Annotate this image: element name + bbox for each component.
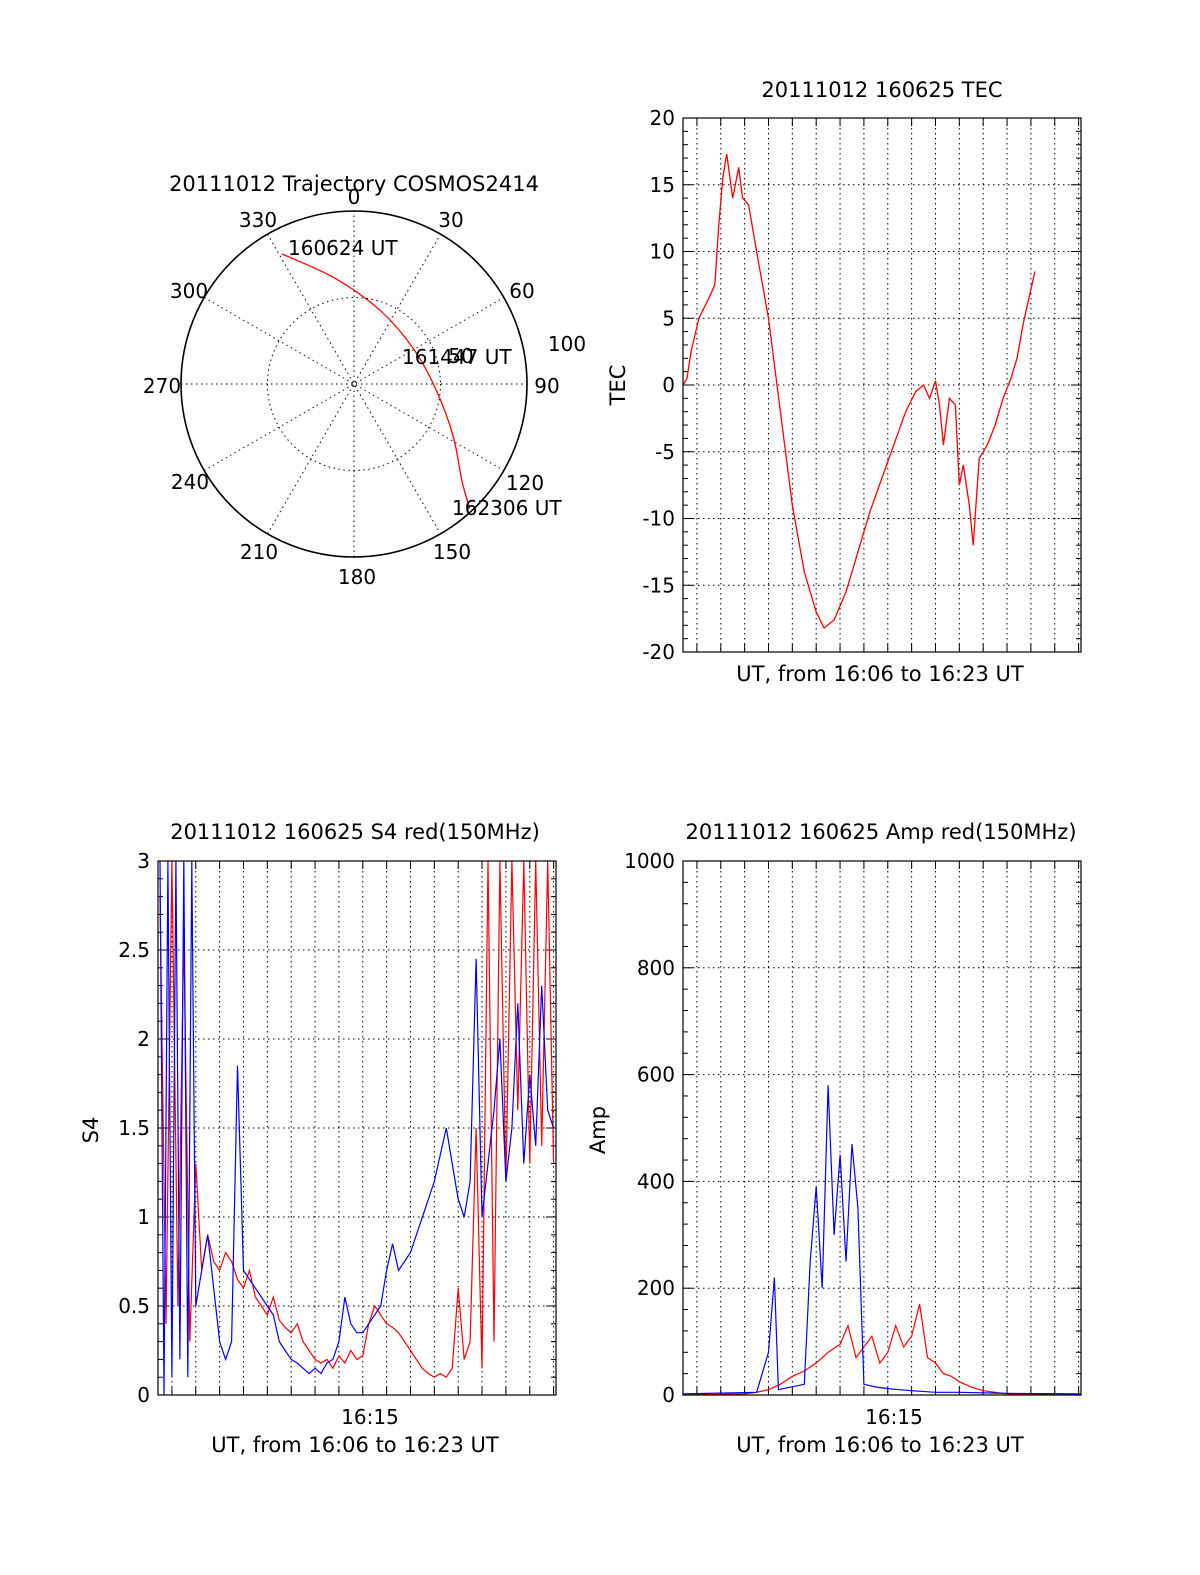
angle-label-330: 330 bbox=[239, 208, 277, 232]
polar-spoke-60 bbox=[203, 297, 505, 471]
tec-y-tick-label: -15 bbox=[642, 573, 675, 597]
tec-plot-frame bbox=[682, 117, 1082, 653]
angle-label-150: 150 bbox=[433, 540, 471, 564]
polar-spoke-120 bbox=[203, 297, 505, 471]
amp-y-tick-labels: 0 200 400 600 800 1000 bbox=[624, 849, 675, 1407]
annotation-mid-time: 161447 UT bbox=[402, 345, 512, 369]
amp-y-tick-label: 1000 bbox=[624, 849, 675, 873]
s4-red-series-line bbox=[159, 860, 555, 1379]
s4-x-tick-label: 16:15 bbox=[341, 1405, 399, 1429]
radius-label-50: 50 bbox=[448, 344, 473, 368]
polar-outer-ring bbox=[180, 210, 528, 558]
radius-label-100: 100 bbox=[548, 332, 586, 356]
amp-plot-frame bbox=[682, 860, 1082, 1396]
amp-x-axis-label: UT, from 16:06 to 16:23 UT bbox=[736, 1433, 1024, 1457]
annotation-start-time: 160624 UT bbox=[288, 236, 398, 260]
amp-y-tick-label: 400 bbox=[637, 1169, 675, 1193]
amp-title: 20111012 160625 Amp red(150MHz) bbox=[685, 820, 1076, 844]
polar-spoke-30 bbox=[267, 233, 441, 535]
angle-label-210: 210 bbox=[240, 540, 278, 564]
tec-y-tick-label: 10 bbox=[650, 240, 675, 264]
tec-series-line bbox=[682, 153, 1036, 630]
trajectory-polar-panel: 20111012 Trajectory COSMOS2414 0 30 60 9… bbox=[143, 172, 586, 589]
tec-title: 20111012 160625 TEC bbox=[761, 78, 1002, 102]
polar-title: 20111012 Trajectory COSMOS2414 bbox=[169, 172, 539, 196]
s4-y-tick-label: 0.5 bbox=[118, 1294, 150, 1318]
tec-grid bbox=[683, 118, 1081, 652]
polar-angle-labels: 0 30 60 90 120 150 180 210 240 270 300 3… bbox=[143, 185, 560, 589]
polar-grid bbox=[181, 211, 527, 557]
angle-label-180: 180 bbox=[338, 565, 376, 589]
tec-y-tick-label: 20 bbox=[650, 106, 675, 130]
angle-label-0: 0 bbox=[348, 185, 361, 209]
tec-y-axis-label: TEC bbox=[606, 365, 630, 407]
s4-blue-series-line bbox=[159, 860, 555, 1396]
tec-y-tick-label: 0 bbox=[662, 373, 675, 397]
amp-y-tick-label: 600 bbox=[637, 1063, 675, 1087]
polar-spoke-150 bbox=[267, 233, 441, 535]
tec-x-axis-label: UT, from 16:06 to 16:23 UT bbox=[736, 662, 1024, 686]
amp-grid bbox=[683, 861, 1081, 1395]
tec-y-tick-label: -20 bbox=[642, 640, 675, 664]
s4-title: 20111012 160625 S4 red(150MHz) bbox=[170, 820, 540, 844]
amp-y-tick-label: 800 bbox=[637, 956, 675, 980]
tec-y-tick-labels: -20 -15 -10 -5 0 5 10 15 20 bbox=[642, 106, 675, 664]
s4-y-tick-label: 2 bbox=[137, 1027, 150, 1051]
trajectory-line bbox=[281, 253, 471, 509]
amp-panel: 20111012 160625 Amp red(150MHz) 0 200 400 6… bbox=[586, 820, 1082, 1457]
angle-label-300: 300 bbox=[170, 279, 208, 303]
angle-label-90: 90 bbox=[534, 374, 559, 398]
amp-y-tick-label: 0 bbox=[662, 1383, 675, 1407]
amp-minor-ticks bbox=[683, 860, 1081, 1396]
s4-y-tick-label: 0 bbox=[137, 1383, 150, 1407]
amp-y-axis-label: Amp bbox=[586, 1106, 610, 1154]
tec-y-tick-label: 15 bbox=[650, 173, 675, 197]
s4-x-axis-label: UT, from 16:06 to 16:23 UT bbox=[211, 1433, 499, 1457]
angle-label-30: 30 bbox=[438, 208, 463, 232]
s4-panel: 20111012 160625 S4 red(150MHz) 0 0.5 1 1.5 2… bbox=[79, 820, 557, 1457]
s4-plot-frame bbox=[157, 860, 557, 1396]
tec-panel: 20111012 160625 TEC -20-15-10-505101520 … bbox=[606, 78, 1082, 686]
amp-blue-series-line bbox=[682, 1085, 1082, 1395]
tec-y-tick-label: -5 bbox=[655, 440, 675, 464]
amp-y-tick-label: 200 bbox=[637, 1276, 675, 1300]
s4-y-tick-labels: 0 0.5 1 1.5 2 2.5 3 bbox=[118, 849, 150, 1407]
angle-label-120: 120 bbox=[506, 471, 544, 495]
s4-y-axis-label: S4 bbox=[79, 1117, 103, 1144]
angle-label-60: 60 bbox=[509, 279, 534, 303]
angle-label-270: 270 bbox=[143, 374, 181, 398]
tec-y-tick-label: -10 bbox=[642, 507, 675, 531]
polar-ring-50 bbox=[267, 297, 441, 471]
s4-y-tick-label: 3 bbox=[137, 849, 150, 873]
amp-x-tick-label: 16:15 bbox=[865, 1405, 923, 1429]
s4-y-tick-label: 1 bbox=[137, 1205, 150, 1229]
tec-y-tick-label: 5 bbox=[662, 306, 675, 330]
angle-label-240: 240 bbox=[171, 470, 209, 494]
s4-y-tick-label: 1.5 bbox=[118, 1116, 150, 1140]
amp-red-series-line bbox=[682, 1304, 1082, 1396]
annotation-end-time: 162306 UT bbox=[452, 496, 562, 520]
tec-minor-ticks bbox=[683, 117, 1081, 653]
s4-y-tick-label: 2.5 bbox=[118, 938, 150, 962]
